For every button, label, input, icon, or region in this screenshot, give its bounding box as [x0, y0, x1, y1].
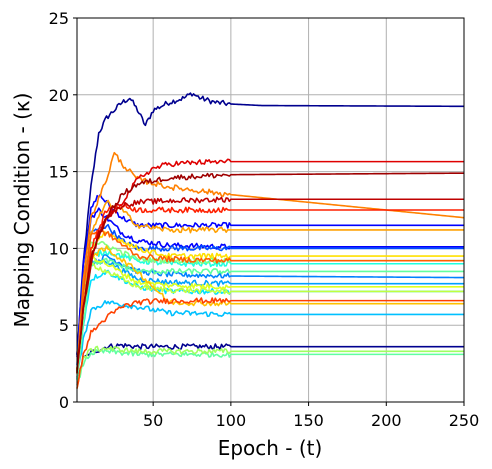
series-line-13 — [76, 345, 464, 389]
y-tick-label-0: 0 — [59, 393, 69, 412]
series-line-0 — [76, 92, 465, 356]
y-tick-label-4: 20 — [49, 86, 69, 105]
y-tick-label-2: 10 — [49, 239, 69, 258]
series-line-21 — [76, 297, 464, 389]
series-line-7 — [76, 300, 464, 379]
series-line-22 — [76, 203, 464, 374]
y-axis-label: Mapping Condition - (κ) — [10, 93, 34, 328]
series-line-24 — [76, 196, 464, 373]
y-tick-label-1: 5 — [59, 316, 69, 335]
series-line-25 — [76, 172, 465, 372]
series-line-15 — [76, 254, 464, 370]
series-line-18 — [76, 199, 464, 370]
y-tick-label-5: 25 — [49, 9, 69, 28]
plot-frame — [76, 17, 465, 403]
series-group — [76, 92, 465, 389]
y-tick-label-3: 15 — [49, 163, 69, 182]
x-tick-label-4: 250 — [449, 411, 480, 430]
series-line-1 — [76, 343, 464, 378]
x-axis-label: Epoch - (t) — [218, 436, 323, 460]
series-line-20 — [76, 230, 464, 371]
series-line-6 — [76, 258, 464, 371]
series-line-9 — [76, 249, 464, 374]
series-line-17 — [76, 245, 464, 374]
series-line-23 — [76, 158, 464, 369]
series-line-2 — [76, 193, 464, 355]
x-tick-label-1: 100 — [216, 411, 247, 430]
x-tick-label-2: 150 — [293, 411, 324, 430]
series-line-10 — [76, 257, 464, 380]
series-line-14 — [76, 261, 464, 372]
series-line-3 — [76, 207, 464, 357]
series-line-4 — [76, 223, 464, 366]
x-tick-label-3: 200 — [371, 411, 402, 430]
x-tick-label-0: 50 — [143, 411, 163, 430]
ticks: 50 100 150 200 250 0 5 10 15 20 25 — [49, 9, 480, 430]
series-line-11 — [76, 348, 464, 386]
series-line-16 — [76, 231, 464, 370]
